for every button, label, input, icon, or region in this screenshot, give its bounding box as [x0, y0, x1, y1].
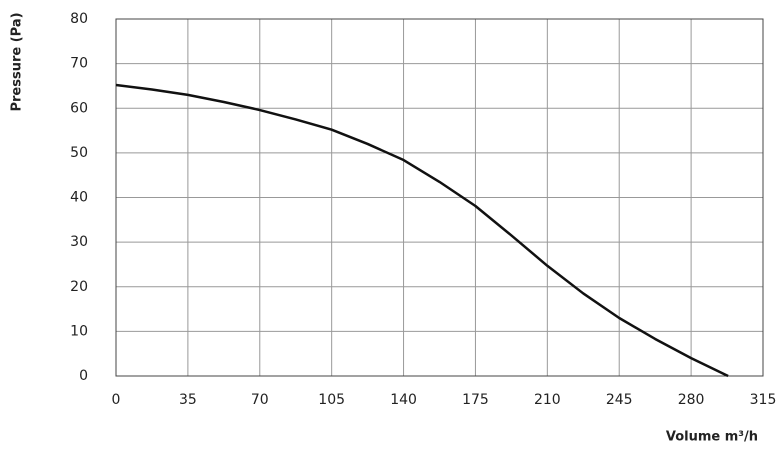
x-tick-label: 0 [112, 392, 121, 408]
x-tick-label: 105 [318, 392, 345, 408]
y-tick-label: 30 [70, 234, 88, 250]
x-tick-label: 315 [750, 392, 777, 408]
y-tick-label: 70 [70, 56, 88, 72]
y-tick-label: 20 [70, 279, 88, 295]
x-tick-label: 210 [534, 392, 561, 408]
x-tick-label: 280 [678, 392, 705, 408]
y-tick-label: 40 [70, 190, 88, 206]
x-tick-label: 175 [462, 392, 489, 408]
y-tick-label: 50 [70, 145, 88, 161]
y-axis-title: Pressure (Pa) [10, 12, 25, 111]
y-tick-label: 60 [70, 100, 88, 116]
x-tick-label: 245 [606, 392, 633, 408]
y-tick-label: 0 [79, 368, 88, 384]
line-series [115, 83, 729, 378]
plot-frame [115, 18, 764, 377]
y-tick-label: 10 [70, 323, 88, 339]
y-tick-label: 80 [70, 11, 88, 27]
x-tick-label: 35 [179, 392, 197, 408]
x-axis-title: Volume m³/h [666, 430, 758, 445]
x-tick-label: 140 [390, 392, 417, 408]
x-tick-label: 70 [251, 392, 269, 408]
